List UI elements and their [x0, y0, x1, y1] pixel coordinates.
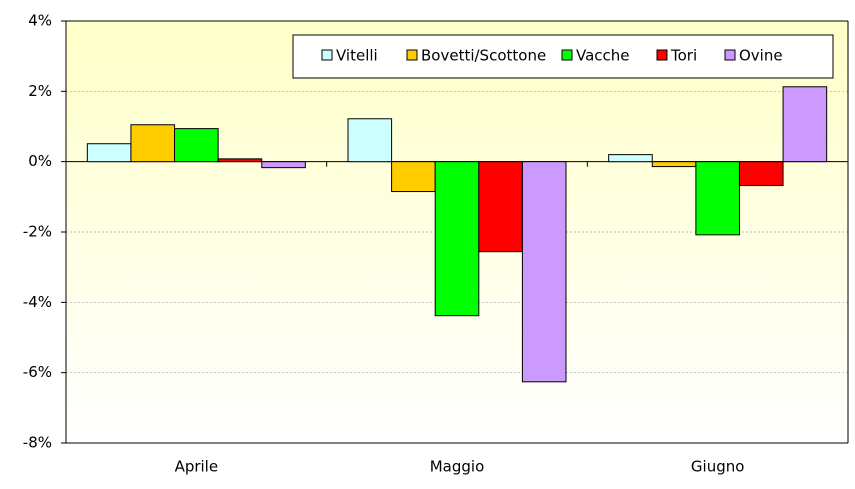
- bar: [695, 161, 740, 236]
- bar: [217, 158, 263, 163]
- legend-swatch: [561, 49, 573, 61]
- legend-swatch: [656, 49, 668, 61]
- legend-label: Vitelli: [336, 47, 378, 65]
- legend-label: Ovine: [739, 47, 783, 65]
- bar: [478, 161, 523, 253]
- bar: [434, 161, 480, 317]
- y-tick-label: -4%: [23, 293, 52, 311]
- bar: [261, 161, 306, 169]
- x-tick-label: Maggio: [430, 458, 485, 476]
- legend-items: Vitelli Bovetti/Scottone Vacche Tori Ovine: [321, 47, 783, 65]
- legend-swatch: [724, 49, 736, 61]
- bar: [86, 143, 132, 163]
- y-tick-label: -2%: [23, 223, 52, 241]
- bar: [347, 118, 393, 163]
- legend-label: Bovetti/Scottone: [421, 47, 546, 65]
- bar: [738, 161, 784, 187]
- y-tick-label: -6%: [23, 363, 52, 381]
- x-tick-label: Aprile: [175, 458, 219, 476]
- bar: [391, 161, 436, 193]
- bar: [174, 128, 219, 163]
- bar: [608, 154, 653, 163]
- bar: [521, 161, 567, 383]
- legend-swatch: [321, 49, 333, 61]
- legend-label: Tori: [670, 47, 697, 65]
- legend-swatch: [406, 49, 418, 61]
- bar: [651, 161, 697, 168]
- bar: [130, 124, 176, 163]
- y-tick-label: 2%: [28, 82, 52, 100]
- bars: [86, 86, 828, 383]
- y-tick-label: 4%: [28, 12, 52, 30]
- y-tick-label: 0%: [28, 152, 52, 170]
- legend-label: Vacche: [576, 47, 630, 65]
- x-tick-label: Giugno: [691, 458, 745, 476]
- y-tick-label: -8%: [23, 434, 52, 452]
- bar: [782, 86, 828, 163]
